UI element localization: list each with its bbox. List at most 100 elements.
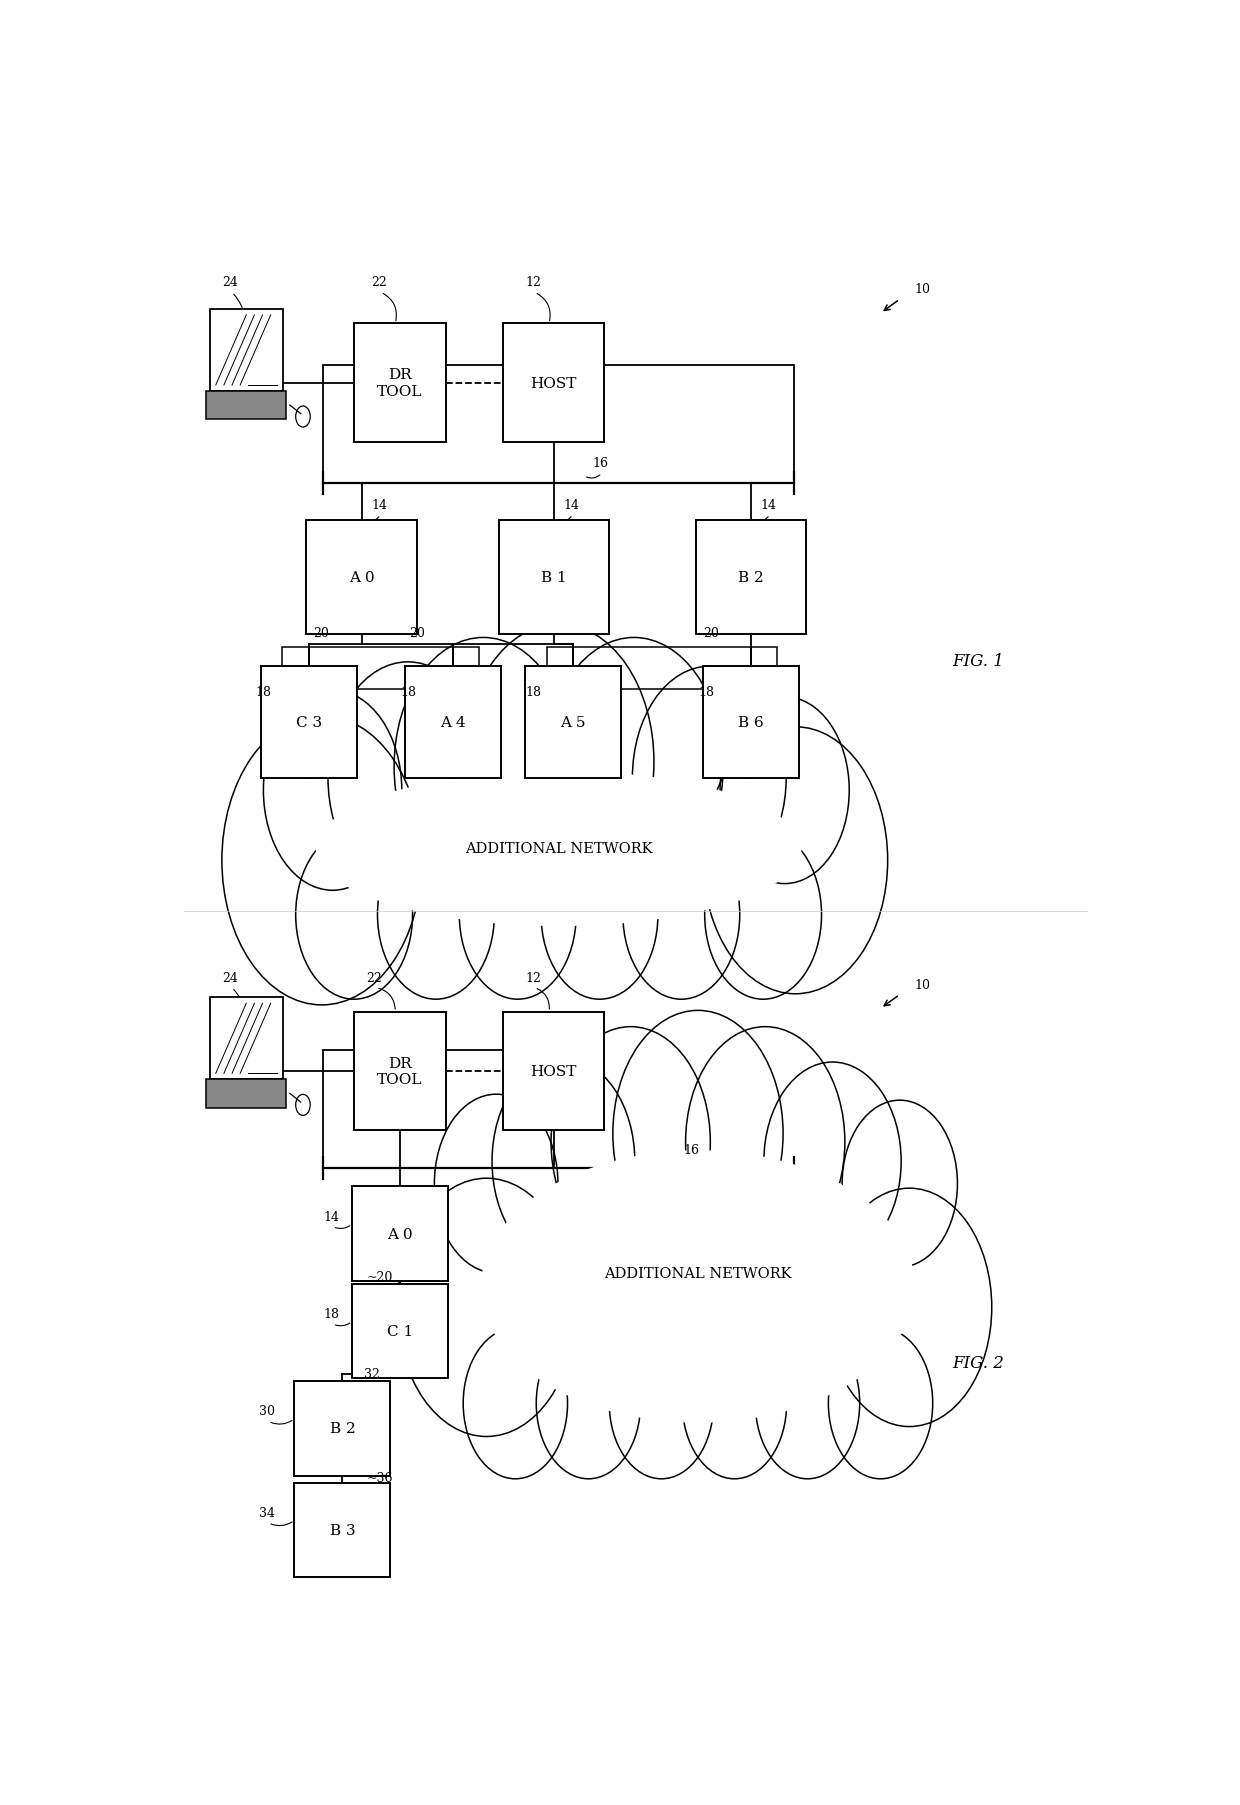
- Bar: [294, 1381, 391, 1476]
- Bar: [696, 522, 806, 635]
- Text: 10: 10: [914, 978, 930, 991]
- Text: A 0: A 0: [348, 570, 374, 585]
- Text: B 6: B 6: [738, 715, 764, 729]
- Circle shape: [764, 1063, 901, 1262]
- Text: ~20: ~20: [367, 1271, 393, 1283]
- Text: ADDITIONAL NETWORK: ADDITIONAL NETWORK: [604, 1265, 792, 1280]
- Text: DR
TOOL: DR TOOL: [377, 368, 423, 399]
- Circle shape: [295, 1096, 310, 1115]
- Text: 12: 12: [525, 971, 541, 984]
- Circle shape: [704, 830, 822, 1000]
- Circle shape: [828, 1328, 932, 1478]
- Text: 22: 22: [371, 276, 387, 289]
- Ellipse shape: [481, 1152, 914, 1422]
- Bar: [324, 365, 794, 484]
- Text: 20: 20: [703, 626, 719, 639]
- Bar: [503, 325, 604, 442]
- Text: A 5: A 5: [560, 715, 585, 729]
- Bar: [703, 666, 799, 778]
- Text: 18: 18: [525, 686, 541, 699]
- Text: C 3: C 3: [295, 715, 322, 729]
- Bar: [306, 522, 417, 635]
- Text: HOST: HOST: [531, 377, 577, 390]
- Bar: [525, 666, 621, 778]
- Circle shape: [394, 639, 573, 895]
- Text: FIG. 2: FIG. 2: [952, 1356, 1004, 1372]
- Circle shape: [686, 1027, 844, 1258]
- Circle shape: [682, 1328, 786, 1478]
- Text: 16: 16: [683, 1143, 699, 1157]
- Text: 12: 12: [525, 276, 541, 289]
- Text: 20: 20: [409, 626, 425, 639]
- Text: 32: 32: [365, 1366, 381, 1381]
- Text: 24: 24: [222, 971, 238, 984]
- Circle shape: [492, 1058, 635, 1265]
- Bar: [260, 666, 357, 778]
- Text: 30: 30: [259, 1404, 275, 1417]
- Circle shape: [551, 1027, 711, 1258]
- Bar: [498, 522, 609, 635]
- FancyBboxPatch shape: [206, 1079, 286, 1108]
- Bar: [283, 648, 480, 690]
- Circle shape: [434, 1094, 558, 1273]
- Bar: [355, 325, 445, 442]
- Circle shape: [536, 1328, 641, 1478]
- Text: 34: 34: [259, 1505, 275, 1520]
- Text: HOST: HOST: [531, 1065, 577, 1078]
- Text: A 4: A 4: [440, 715, 466, 729]
- Text: C 1: C 1: [387, 1325, 413, 1338]
- Text: 22: 22: [367, 971, 382, 984]
- Text: B 2: B 2: [738, 570, 764, 585]
- Circle shape: [609, 1328, 713, 1478]
- Circle shape: [720, 697, 849, 884]
- Circle shape: [613, 1011, 784, 1256]
- Bar: [404, 666, 501, 778]
- Text: 18: 18: [324, 1307, 340, 1321]
- Text: B 1: B 1: [541, 570, 567, 585]
- Bar: [210, 310, 283, 392]
- Circle shape: [397, 1179, 575, 1437]
- Circle shape: [459, 830, 577, 1000]
- Bar: [352, 1283, 448, 1379]
- Bar: [352, 1186, 448, 1282]
- Text: 14: 14: [324, 1209, 340, 1224]
- Bar: [547, 648, 777, 690]
- Circle shape: [464, 625, 653, 901]
- Text: 24: 24: [222, 276, 238, 289]
- Text: ADDITIONAL NETWORK: ADDITIONAL NETWORK: [465, 841, 652, 856]
- Circle shape: [632, 666, 786, 890]
- Bar: [324, 1051, 794, 1168]
- Circle shape: [544, 639, 723, 895]
- Ellipse shape: [316, 773, 801, 926]
- Text: DR
TOOL: DR TOOL: [377, 1056, 423, 1087]
- Text: FIG. 1: FIG. 1: [952, 653, 1004, 670]
- Text: 10: 10: [914, 283, 930, 296]
- Circle shape: [295, 406, 310, 428]
- Circle shape: [842, 1101, 957, 1267]
- Text: 18: 18: [698, 686, 714, 699]
- Circle shape: [222, 717, 422, 1005]
- Text: B 3: B 3: [330, 1523, 355, 1538]
- Circle shape: [622, 830, 740, 1000]
- Text: 14: 14: [563, 498, 579, 511]
- Text: 20: 20: [314, 626, 330, 639]
- Circle shape: [541, 830, 658, 1000]
- Text: 14: 14: [760, 498, 776, 511]
- Text: 16: 16: [593, 457, 609, 469]
- Circle shape: [755, 1328, 859, 1478]
- FancyBboxPatch shape: [206, 392, 286, 421]
- Text: 18: 18: [255, 686, 272, 699]
- Text: B 2: B 2: [330, 1422, 356, 1435]
- Circle shape: [327, 662, 487, 893]
- Text: 18: 18: [401, 686, 417, 699]
- Circle shape: [827, 1188, 992, 1426]
- Bar: [294, 1482, 391, 1578]
- Circle shape: [263, 691, 402, 892]
- Circle shape: [464, 1328, 568, 1478]
- Bar: [503, 1013, 604, 1130]
- Bar: [210, 998, 283, 1079]
- Bar: [355, 1013, 445, 1130]
- Circle shape: [703, 727, 888, 995]
- Circle shape: [295, 830, 413, 1000]
- Circle shape: [377, 830, 495, 1000]
